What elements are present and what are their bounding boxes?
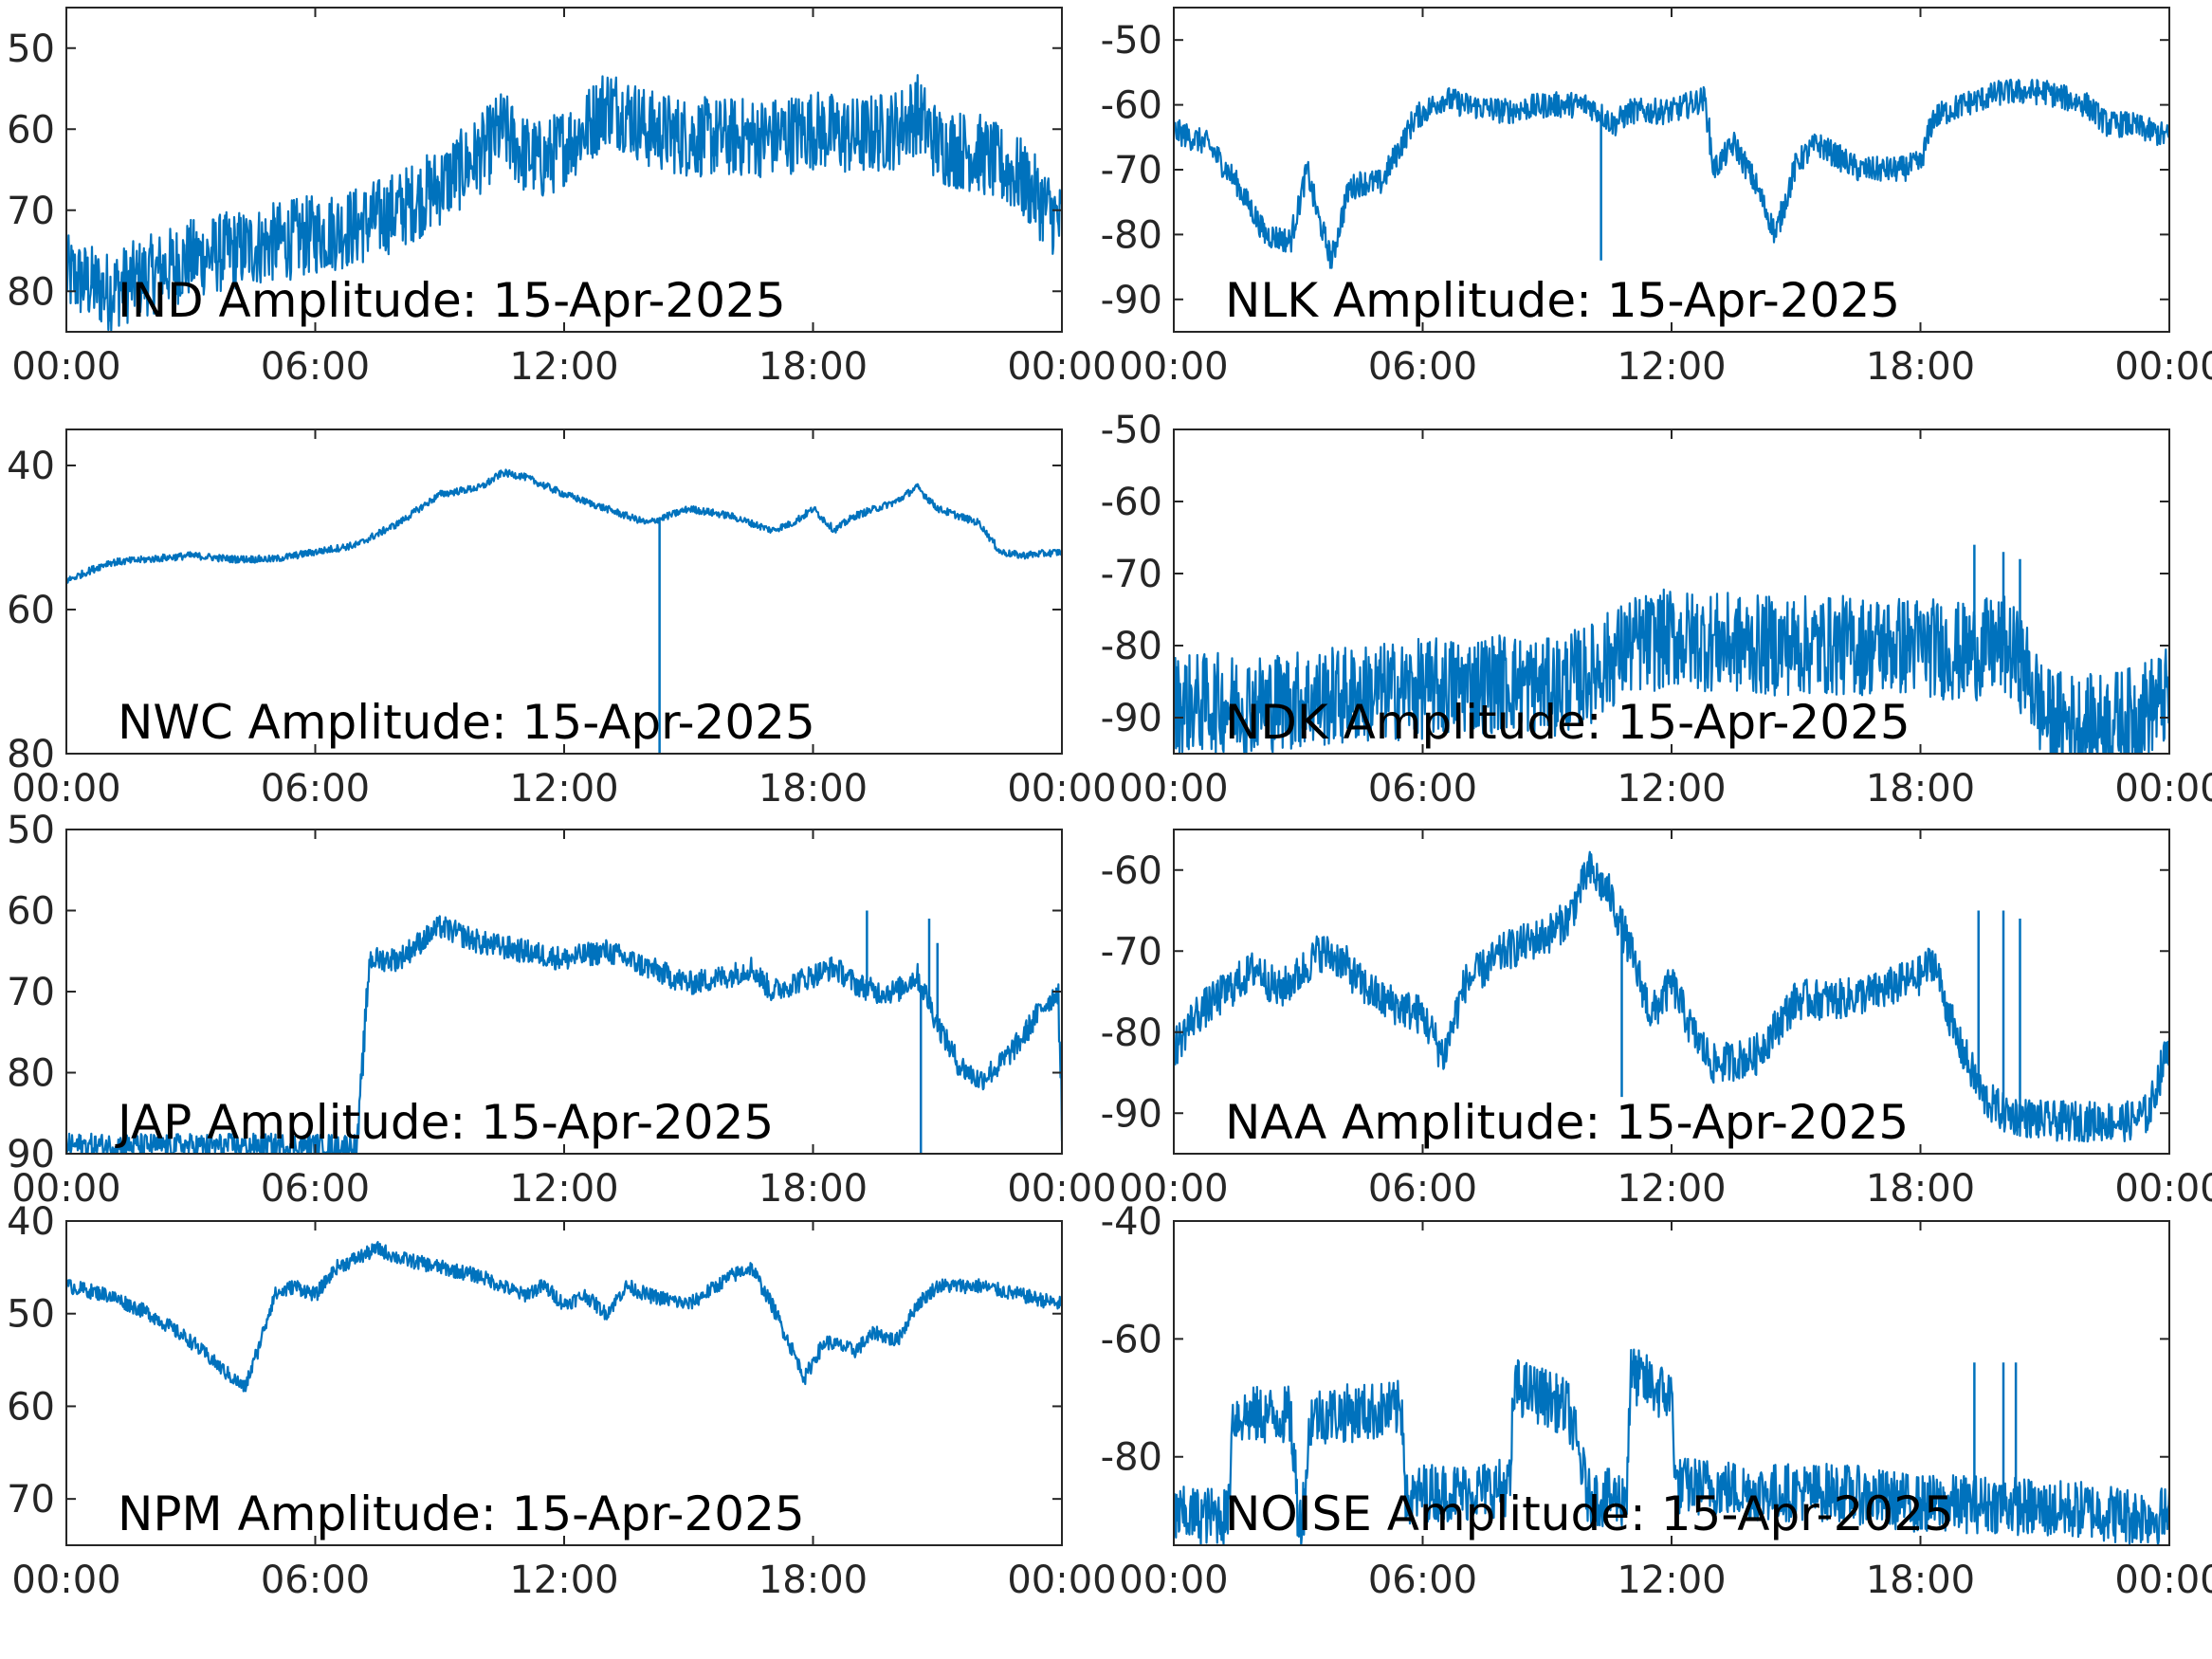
y-tick-label: 80 (7, 270, 55, 314)
x-tick-label: 00:00 (11, 1559, 120, 1602)
y-tick-label: -90 (1101, 279, 1162, 322)
y-tick-label: -80 (1101, 1012, 1162, 1055)
y-tick-label: 70 (7, 190, 55, 233)
series-line-jap (66, 915, 1062, 1154)
x-tick-label: 00:00 (2114, 345, 2212, 389)
y-tick-label: -60 (1101, 849, 1162, 893)
y-tick-label: -60 (1101, 1318, 1162, 1361)
x-tick-label: 00:00 (1119, 1559, 1228, 1602)
x-tick-label: 12:00 (509, 767, 618, 811)
y-tick-label: 50 (7, 809, 55, 852)
y-tick-label: 80 (7, 1052, 55, 1096)
panel-title-nwc: NWC Amplitude: 15-Apr-2025 (118, 695, 815, 750)
x-tick-label: 06:00 (261, 1559, 370, 1602)
x-tick-label: 00:00 (11, 767, 120, 811)
y-tick-label: -70 (1101, 553, 1162, 596)
y-tick-label: 60 (7, 589, 55, 632)
y-tick-label: -70 (1101, 930, 1162, 974)
y-tick-label: 50 (7, 27, 55, 71)
y-tick-label: -80 (1101, 213, 1162, 257)
x-tick-label: 18:00 (1866, 1167, 1975, 1211)
x-tick-label: 18:00 (1866, 345, 1975, 389)
x-tick-label: 18:00 (1866, 1559, 1975, 1602)
series-line-ind (66, 74, 1062, 332)
x-tick-label: 06:00 (1368, 1167, 1477, 1211)
x-tick-label: 12:00 (509, 1167, 618, 1211)
x-tick-label: 00:00 (1119, 345, 1228, 389)
x-tick-label: 18:00 (759, 1559, 868, 1602)
y-tick-label: -90 (1101, 697, 1162, 740)
series-line-npm (66, 1241, 1062, 1393)
y-tick-label: -80 (1101, 1436, 1162, 1480)
panel-nlk: 00:00 06:00 12:00 18:00 00:00 -50 -60 -70 -80 -90… (1101, 7, 2212, 389)
y-tick-label: 80 (7, 733, 55, 776)
x-tick-label: 00:00 (1007, 1559, 1116, 1602)
y-tick-label: 60 (7, 890, 55, 934)
x-tick-label: 06:00 (261, 1167, 370, 1211)
x-tick-label: 12:00 (1617, 1559, 1726, 1602)
x-tick-label: 06:00 (1368, 1559, 1477, 1602)
x-tick-label: 00:00 (2114, 1167, 2212, 1211)
panel-title-noise: NOISE Amplitude: 15-Apr-2025 (1225, 1486, 1954, 1541)
panel-jap: 00:00 06:00 12:00 18:00 00:00 50 60 70 80 90 JAP A… (7, 809, 1117, 1211)
x-tick-label: 00:00 (11, 345, 120, 389)
y-tick-label: -50 (1101, 409, 1162, 452)
series-line-nwc (66, 468, 1062, 584)
y-tick-label: -90 (1101, 1092, 1162, 1136)
y-tick-label: -80 (1101, 625, 1162, 668)
x-tick-label: 06:00 (261, 767, 370, 811)
x-tick-label: 18:00 (759, 767, 868, 811)
panel-title-nlk: NLK Amplitude: 15-Apr-2025 (1225, 273, 1900, 328)
series-line-naa (1174, 850, 2169, 1143)
y-tick-label: 40 (7, 445, 55, 488)
x-tick-label: 00:00 (1007, 1167, 1116, 1211)
y-tick-label: -60 (1101, 481, 1162, 524)
x-tick-label: 00:00 (1007, 345, 1116, 389)
y-tick-label: -60 (1101, 84, 1162, 128)
x-tick-label: 18:00 (759, 1167, 868, 1211)
x-tick-label: 00:00 (2114, 1559, 2212, 1602)
panel-nwc: 00:00 06:00 12:00 18:00 00:00 40 60 80 NWC Ampli… (7, 428, 1117, 811)
panel-title-naa: NAA Amplitude: 15-Apr-2025 (1225, 1095, 1909, 1150)
panel-title-npm: NPM Amplitude: 15-Apr-2025 (118, 1486, 805, 1541)
x-tick-label: 00:00 (11, 1167, 120, 1211)
y-tick-label: 70 (7, 971, 55, 1014)
y-tick-label: 60 (7, 1385, 55, 1429)
x-tick-label: 12:00 (509, 1559, 618, 1602)
x-tick-label: 00:00 (1119, 1167, 1228, 1211)
panel-title-jap: JAP Amplitude: 15-Apr-2025 (115, 1095, 774, 1150)
series-line-nlk (1174, 79, 2169, 269)
x-tick-label: 18:00 (759, 345, 868, 389)
panel-ind: 00:00 06:00 12:00 18:00 00:00 50 60 70 80 IND Amp… (7, 7, 1117, 389)
x-tick-label: 12:00 (1617, 1167, 1726, 1211)
y-tick-label: 60 (7, 108, 55, 152)
x-tick-label: 12:00 (509, 345, 618, 389)
y-tick-label: -50 (1101, 19, 1162, 63)
y-tick-label: 50 (7, 1293, 55, 1337)
panel-title-ndk: NDK Amplitude: 15-Apr-2025 (1225, 695, 1910, 750)
y-tick-label: 40 (7, 1200, 55, 1244)
x-tick-label: 00:00 (1119, 767, 1228, 811)
x-tick-label: 06:00 (261, 345, 370, 389)
x-tick-label: 18:00 (1866, 767, 1975, 811)
x-tick-label: 12:00 (1617, 345, 1726, 389)
x-tick-label: 00:00 (2114, 767, 2212, 811)
y-tick-label: -70 (1101, 149, 1162, 192)
y-tick-label: 70 (7, 1478, 55, 1522)
y-tick-label: 90 (7, 1133, 55, 1176)
panel-noise: 00:00 06:00 12:00 18:00 00:00 -40 -60 -80 NOISE … (1101, 1200, 2212, 1602)
x-tick-label: 06:00 (1368, 345, 1477, 389)
x-tick-label: 00:00 (1007, 767, 1116, 811)
panel-npm: 00:00 06:00 12:00 18:00 00:00 40 50 60 70 NPM Amp… (7, 1200, 1117, 1602)
y-tick-label: -40 (1101, 1200, 1162, 1244)
panel-title-ind: IND Amplitude: 15-Apr-2025 (118, 273, 786, 328)
panel-ndk: 00:00 06:00 12:00 18:00 00:00 -50 -60 -70 -80 -90… (1101, 409, 2212, 811)
x-tick-label: 06:00 (1368, 767, 1477, 811)
panel-naa: 00:00 06:00 12:00 18:00 00:00 -60 -70 -80 -90 NAA… (1101, 829, 2212, 1211)
x-tick-label: 12:00 (1617, 767, 1726, 811)
